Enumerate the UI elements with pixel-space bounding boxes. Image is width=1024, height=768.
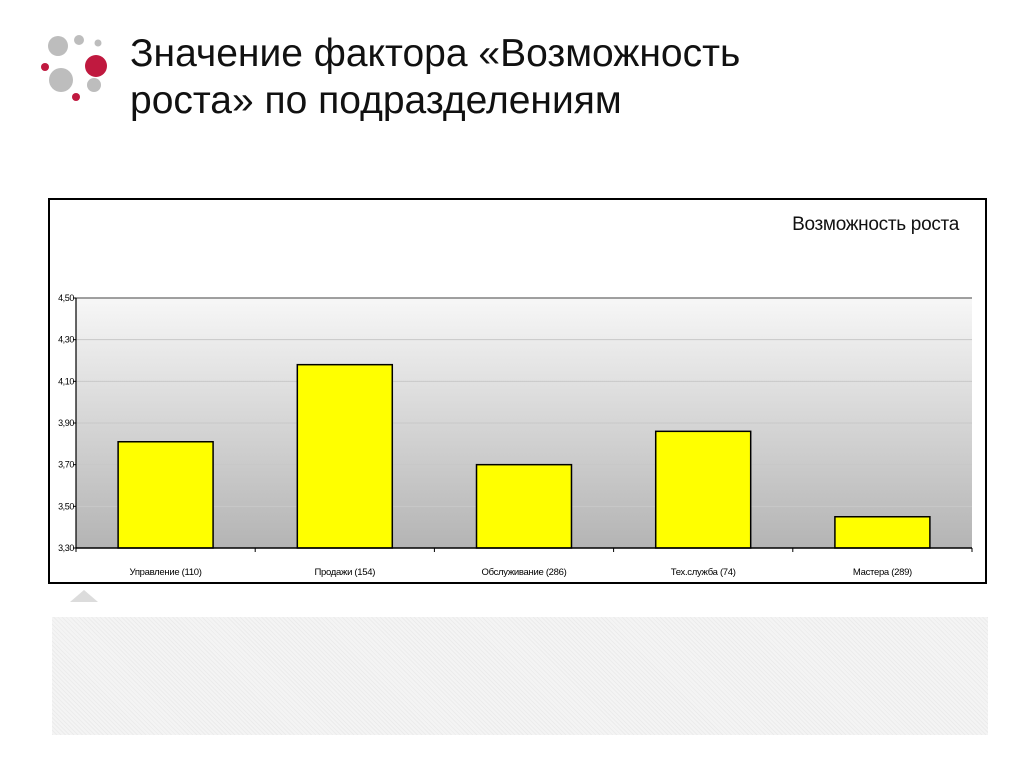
y-tick-label: 3,90: [58, 418, 74, 428]
bar: [117, 441, 214, 549]
y-tick-label: 4,30: [58, 335, 74, 345]
logo-dot-red-large: [85, 55, 107, 77]
logo: [41, 35, 107, 101]
y-tick-label: 3,30: [58, 543, 74, 553]
x-tick-label: Обслуживание (286): [481, 567, 566, 578]
logo-dot-gray-mid: [49, 68, 73, 92]
x-tick-label: Тех.служба (74): [671, 567, 736, 578]
slide-title-line1: Значение фактора «Возможность: [130, 32, 741, 75]
logo-dot-gray-right: [87, 78, 101, 92]
x-tick-label: Мастера (289): [853, 567, 912, 578]
logo-dot-gray-small: [74, 35, 84, 45]
y-tick-label: 4,50: [58, 293, 74, 303]
logo-dot-gray-large: [48, 36, 68, 56]
y-tick-label: 4,10: [58, 376, 74, 386]
logo-dot-gray-tiny: [94, 39, 102, 47]
bar: [296, 363, 394, 549]
bar: [475, 463, 573, 549]
chart-frame: 3,30 3,50 3,70 3,90 4,10 4,30 4,50 Управление (…: [48, 198, 987, 584]
bar-chart: 3,30 3,50 3,70 3,90 4,10 4,30 4,50 Управление (…: [58, 293, 973, 578]
slide-title-line2: роста» по подразделениям: [130, 79, 622, 122]
callout-pointer: [70, 590, 98, 602]
logo-dot-red-small: [41, 63, 49, 71]
slide-title: Значение фактора «Возможность роста» по …: [130, 30, 990, 124]
logo-dot-red-bottom: [72, 93, 80, 101]
x-tick-label: Управление (110): [130, 567, 202, 578]
y-tick-label: 3,50: [58, 501, 74, 511]
y-tick-label: 3,70: [58, 460, 74, 470]
footer-panel: [52, 617, 988, 735]
x-tick-label: Продажи (154): [315, 567, 376, 578]
bar: [654, 430, 752, 549]
bar: [834, 516, 931, 549]
chart-title: Возможность роста: [792, 214, 959, 235]
